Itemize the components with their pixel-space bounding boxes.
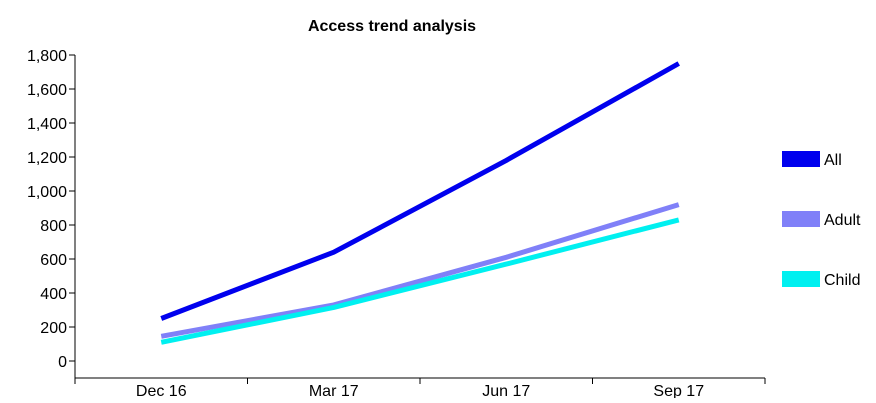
y-tick-label: 800 — [40, 218, 67, 235]
y-tick-label: 1,800 — [27, 48, 67, 65]
y-tick-label: 200 — [40, 320, 67, 337]
legend-swatch-all — [782, 151, 820, 167]
legend-swatch-adult — [782, 211, 820, 227]
series-line-all — [160, 61, 680, 321]
y-tick-label: 1,400 — [27, 116, 67, 133]
series-lines — [160, 61, 680, 345]
x-tick-label: Mar 17 — [309, 383, 359, 398]
legend-swatch-child — [782, 271, 820, 287]
legend-label-child: Child — [824, 272, 860, 289]
series-line-child — [160, 217, 680, 345]
y-tick-label: 1,200 — [27, 150, 67, 167]
y-tick-label: 1,000 — [27, 184, 67, 201]
x-tick-label: Dec 16 — [136, 383, 187, 398]
y-tick-label: 400 — [40, 286, 67, 303]
y-tick-label: 600 — [40, 252, 67, 269]
x-tick-label: Jun 17 — [482, 383, 530, 398]
x-tick-label: Sep 17 — [653, 383, 704, 398]
axes: 0 200 400 600 800 1,000 1,200 1,400 1,600 1,800 De… — [27, 48, 766, 400]
chart-title: Access trend analysis — [308, 18, 476, 35]
series-line-adult — [160, 202, 680, 339]
legend: All Adult Child — [782, 151, 861, 289]
y-tick-label: 1,600 — [27, 82, 67, 99]
legend-label-all: All — [824, 152, 842, 169]
y-tick-label: 0 — [58, 354, 67, 371]
legend-label-adult: Adult — [824, 212, 861, 229]
